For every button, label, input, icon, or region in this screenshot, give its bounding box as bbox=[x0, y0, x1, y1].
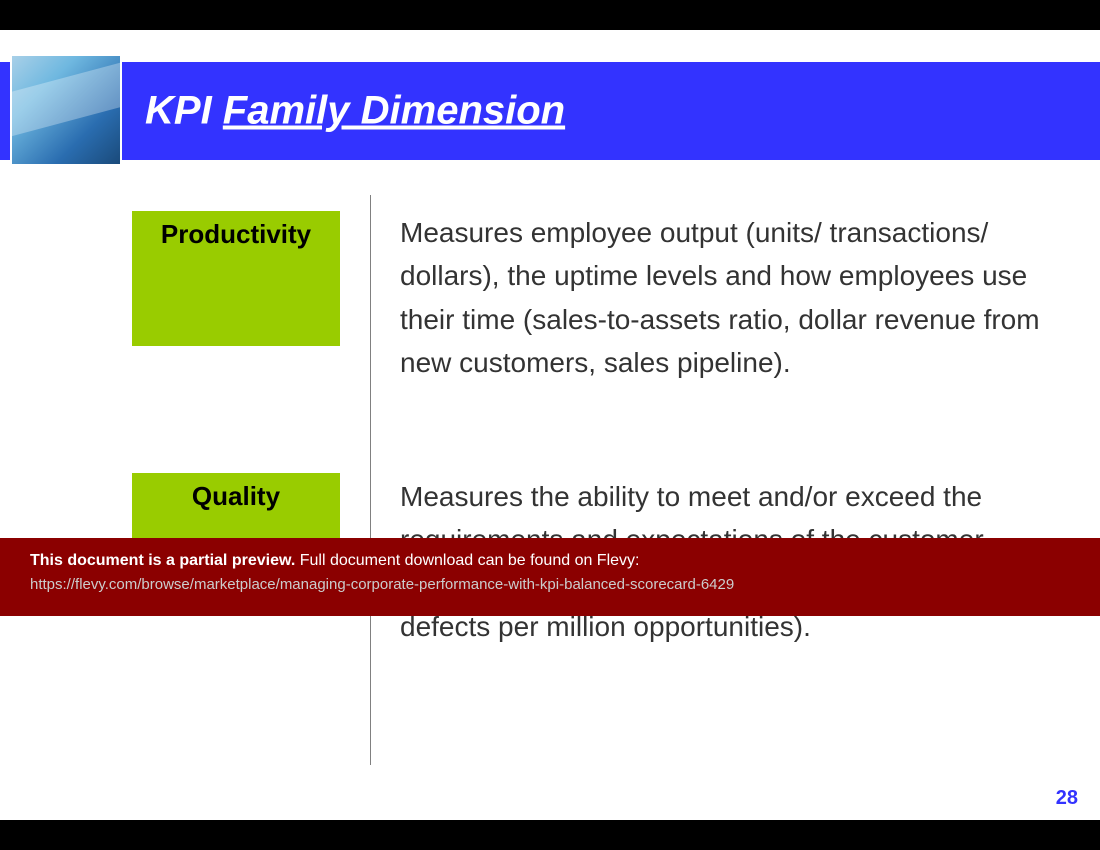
preview-rest: Full document download can be found on F… bbox=[295, 552, 639, 569]
category-box-productivity: Productivity bbox=[132, 211, 340, 346]
title-underlined: Family Dimension bbox=[223, 89, 565, 133]
vertical-divider bbox=[370, 195, 371, 765]
slide-title: KPI Family Dimension bbox=[145, 89, 565, 134]
category-label: Productivity bbox=[161, 219, 311, 249]
page-number: 28 bbox=[1056, 787, 1078, 810]
title-bar: KPI Family Dimension bbox=[0, 62, 1100, 160]
preview-banner: This document is a partial preview. Full… bbox=[0, 538, 1100, 616]
category-label: Quality bbox=[192, 481, 280, 511]
content-area: Productivity Measures employee output (u… bbox=[0, 195, 1100, 795]
slide: KPI Family Dimension Productivity Measur… bbox=[0, 30, 1100, 820]
category-description-productivity: Measures employee output (units/ transac… bbox=[400, 211, 1040, 385]
preview-url: https://flevy.com/browse/marketplace/man… bbox=[30, 576, 1070, 593]
title-prefix: KPI bbox=[145, 89, 223, 133]
preview-bold: This document is a partial preview. bbox=[30, 552, 295, 569]
logo-icon bbox=[10, 54, 122, 166]
preview-line1: This document is a partial preview. Full… bbox=[30, 552, 1070, 570]
